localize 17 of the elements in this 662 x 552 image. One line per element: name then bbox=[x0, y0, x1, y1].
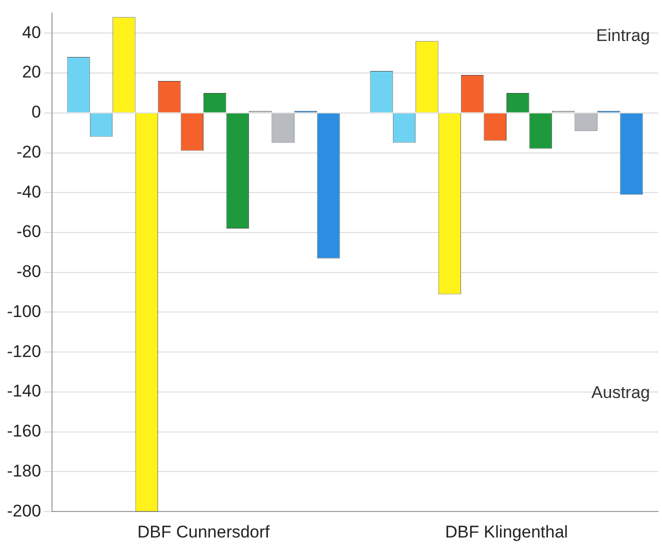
y-tick-label: -40 bbox=[16, 182, 42, 202]
x-tick-label: DBF Cunnersdorf bbox=[137, 522, 270, 542]
y-tick-label: -180 bbox=[6, 461, 42, 480]
y-tick-label: -20 bbox=[16, 142, 42, 162]
y-tick-label: 0 bbox=[32, 102, 42, 122]
y-tick-label: -200 bbox=[6, 501, 42, 520]
annotation: Austrag bbox=[591, 382, 650, 402]
y-tick-label: 40 bbox=[22, 22, 42, 42]
y-tick-label: -80 bbox=[16, 262, 42, 282]
y-tick-label: -100 bbox=[6, 302, 42, 321]
y-tick-label: -160 bbox=[6, 422, 42, 441]
y-tick-label: 20 bbox=[22, 62, 42, 82]
y-tick-label: -140 bbox=[6, 382, 42, 401]
y-tick-label: -120 bbox=[6, 342, 42, 361]
x-tick-label: DBF Klingenthal bbox=[445, 522, 568, 542]
y-tick-label: -60 bbox=[16, 222, 42, 242]
annotation: Eintrag bbox=[596, 26, 650, 46]
